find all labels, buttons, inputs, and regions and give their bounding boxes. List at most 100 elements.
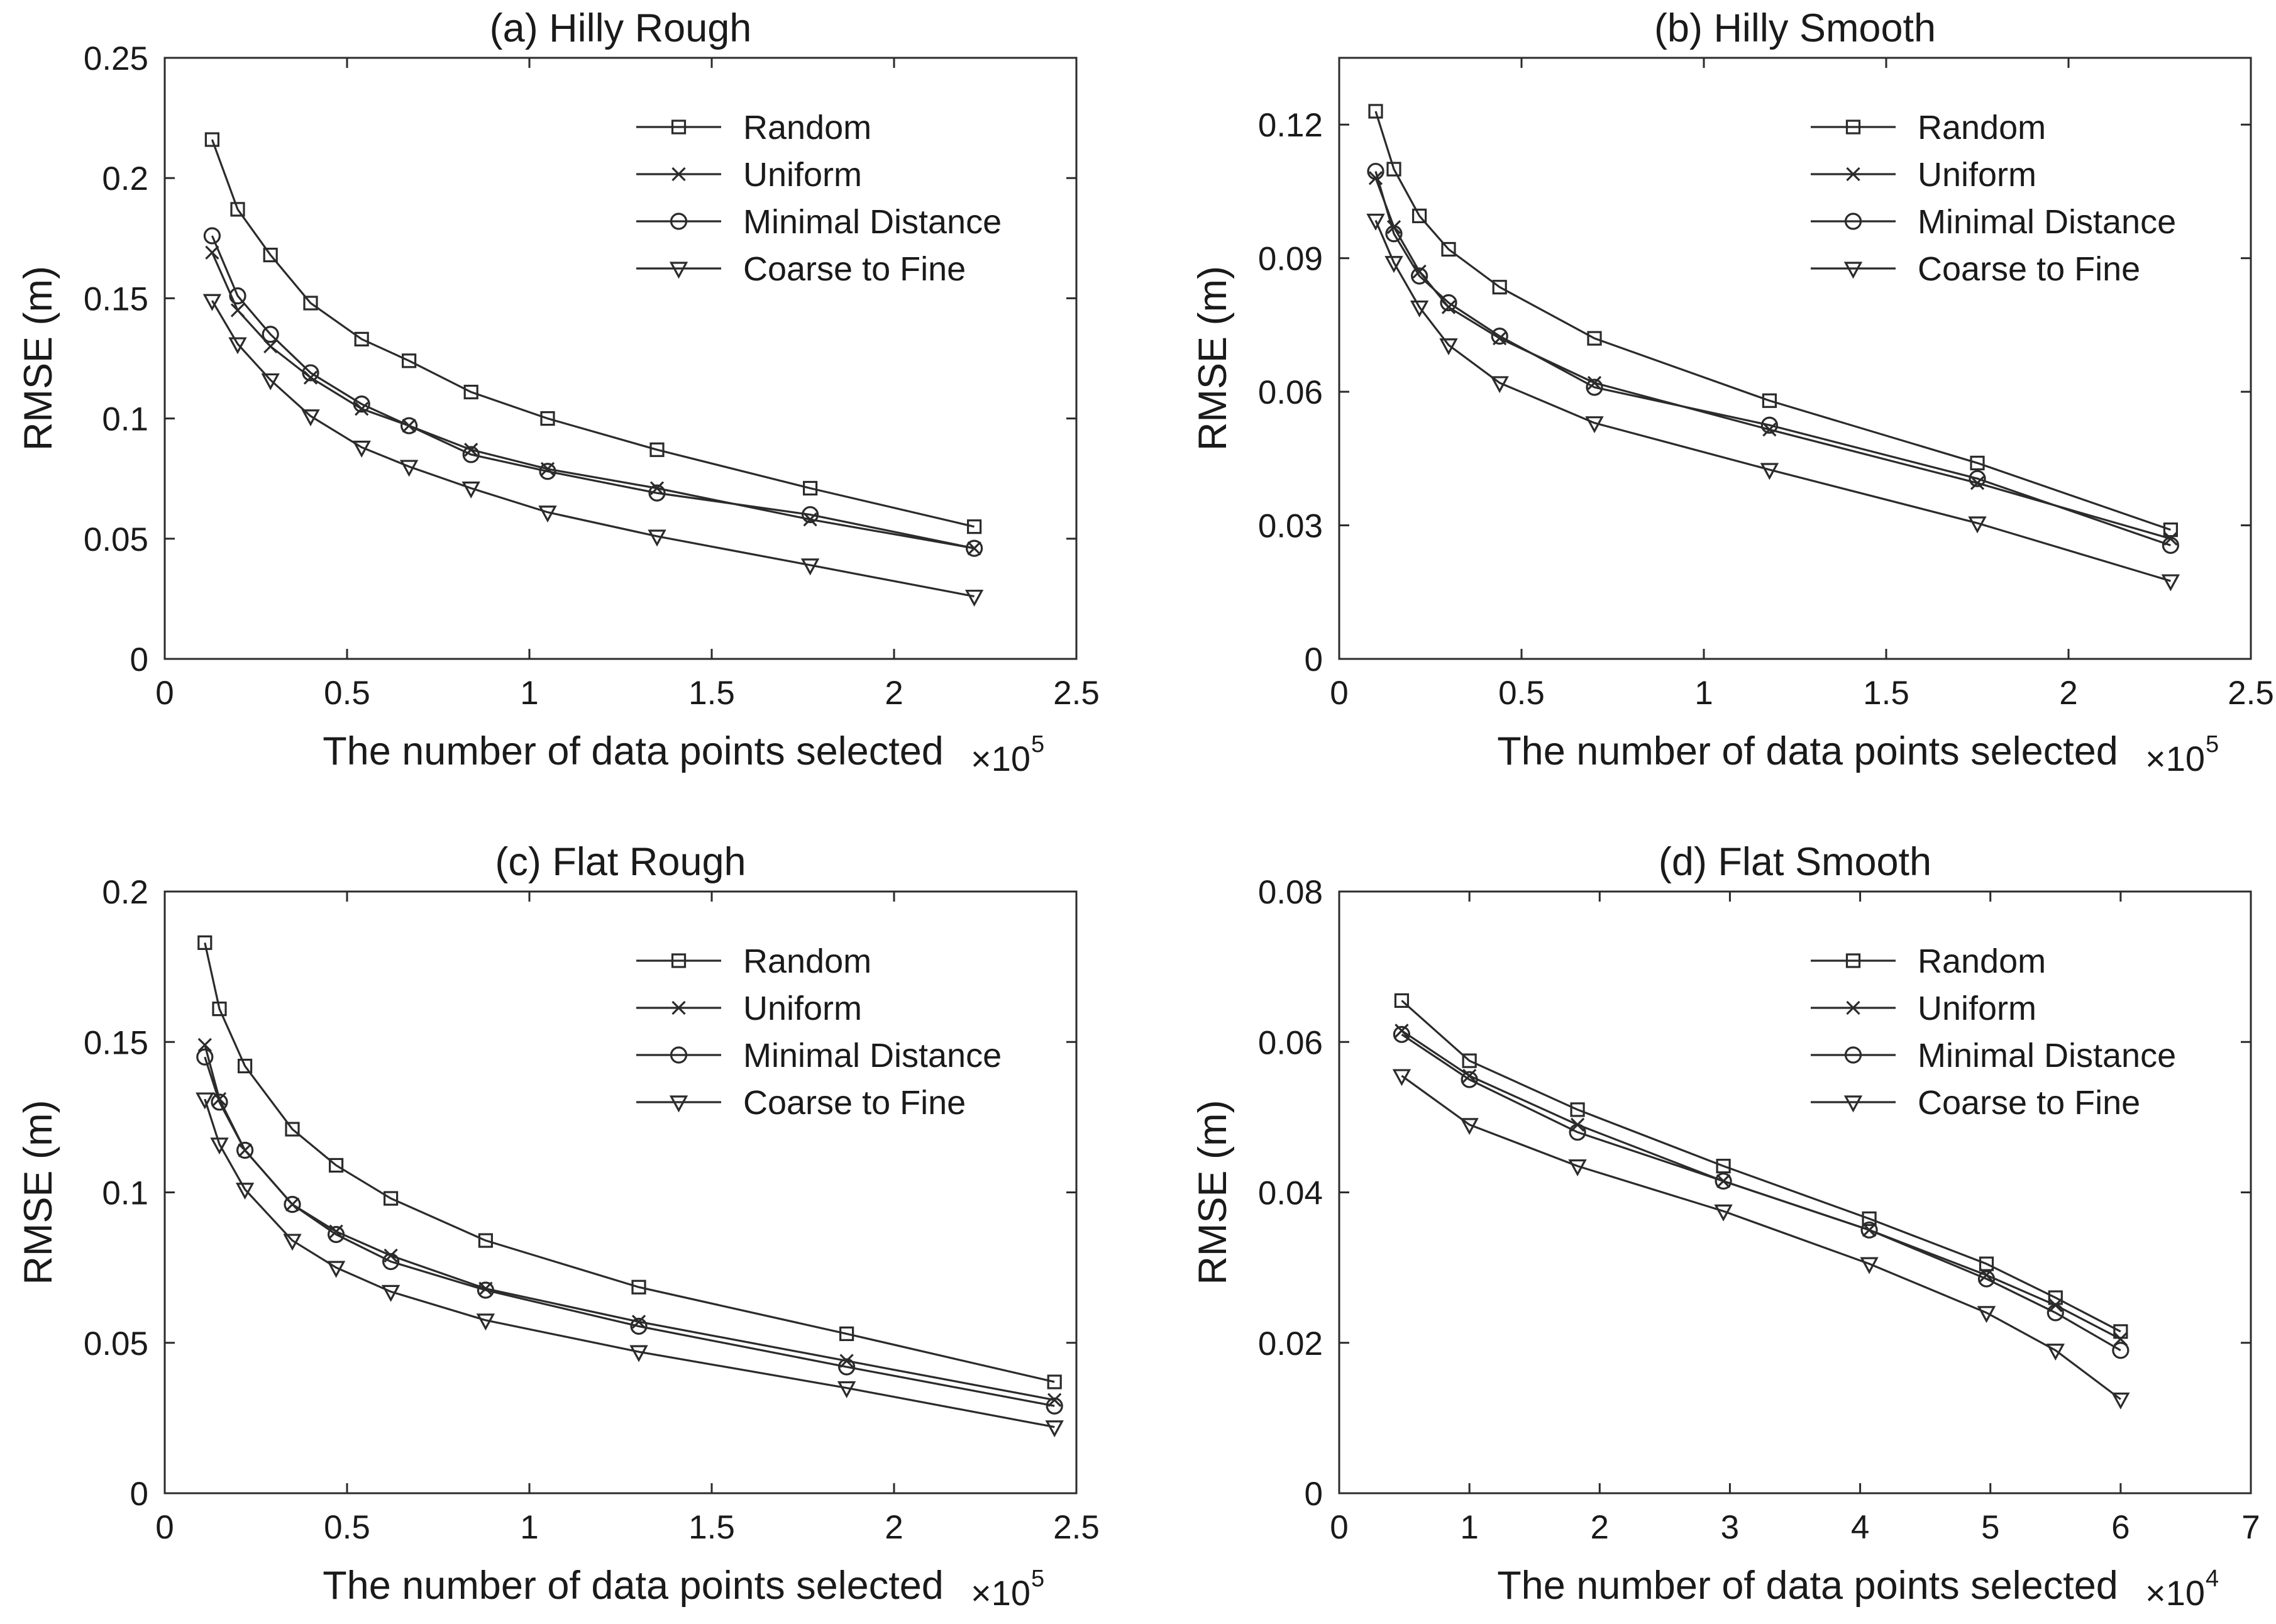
marker-circle	[462, 446, 480, 463]
marker-square	[197, 935, 213, 950]
marker-circle	[1844, 1046, 1862, 1064]
marker-triangle-down	[352, 440, 371, 458]
legend-label: Random	[1918, 109, 2046, 146]
y-tick-label: 0	[130, 641, 148, 678]
marker-square	[1386, 162, 1401, 177]
marker-square	[1970, 455, 1985, 471]
marker-triangle-down	[261, 373, 280, 390]
marker-square	[671, 953, 687, 968]
chart-panel-d: (d) Flat Smooth 0 1 2 3 4 5 6 7 0 0.02 0.04 0.06 0.08…	[1191, 840, 2260, 1613]
marker-circle	[203, 227, 221, 245]
legend-label: Random	[743, 109, 871, 146]
marker-triangle-down	[1392, 1069, 1411, 1086]
marker-x	[1395, 1024, 1409, 1038]
marker-circle	[1385, 225, 1403, 243]
x-axis-multiplier: ×10	[2145, 1573, 2205, 1613]
series-uniform	[205, 245, 981, 556]
x-axis-exponent: 5	[1031, 731, 1044, 758]
marker-circle	[327, 1225, 345, 1244]
legend-label: Minimal Distance	[1918, 1037, 2176, 1074]
x-axis-multiplier: ×10	[971, 739, 1030, 778]
x-tick-label: 2	[885, 675, 903, 712]
series-minimal-distance	[203, 227, 983, 557]
marker-triangle-down	[2046, 1344, 2065, 1361]
series-line	[211, 252, 975, 550]
y-tick-label: 0	[130, 1476, 148, 1513]
marker-triangle-down	[196, 1092, 214, 1110]
marker-square	[839, 1326, 854, 1341]
marker-circle	[2047, 1304, 2064, 1322]
legend: Random Uniform Minimal Distance Coarse to F…	[1811, 109, 2176, 288]
legend-label: Coarse to Fine	[743, 250, 966, 288]
x-tick-label: 1.5	[1863, 675, 1909, 712]
chart-title: (a) Hilly Rough	[490, 6, 752, 50]
x-axis-multiplier: ×10	[971, 1573, 1030, 1613]
marker-triangle-down	[2161, 574, 2180, 592]
marker-square	[1368, 104, 1383, 119]
marker-circle	[1844, 213, 1862, 230]
marker-circle	[2112, 1342, 2130, 1359]
marker-square	[671, 119, 687, 135]
marker-triangle-down	[837, 1381, 856, 1398]
marker-square	[966, 519, 982, 534]
x-axis-exponent: 5	[2206, 731, 2219, 758]
marker-square	[204, 132, 219, 147]
plot-frame	[163, 57, 1078, 660]
y-tick-label: 0.12	[1258, 107, 1323, 144]
x-tick-label: 0	[155, 1509, 174, 1546]
series-coarse-to-fine	[202, 294, 984, 607]
marker-square	[212, 1002, 227, 1017]
x-tick-label: 0.5	[1498, 675, 1545, 712]
marker-triangle-down	[1585, 416, 1604, 434]
marker-circle	[1969, 470, 1986, 487]
x-tick-label: 2.5	[1053, 675, 1100, 712]
marker-triangle-down	[235, 1183, 255, 1200]
marker-circle	[211, 1093, 228, 1111]
marker-circle	[1440, 294, 1457, 312]
marker-square	[1716, 1159, 1731, 1174]
legend: Random Uniform Minimal Distance Coarse to F…	[1811, 942, 2176, 1122]
marker-x	[1587, 375, 1602, 390]
marker-x	[1047, 1393, 1062, 1407]
y-tick-label: 0.1	[102, 401, 148, 438]
y-tick-label: 0.09	[1258, 241, 1323, 278]
marker-circle	[630, 1317, 648, 1335]
marker-circle	[539, 463, 556, 480]
marker-circle	[670, 1046, 688, 1064]
series-line	[204, 1056, 1055, 1407]
y-tick-label: 0	[1305, 1476, 1323, 1513]
x-tick-label: 0.5	[324, 675, 370, 712]
chart-title: (b) Hilly Smooth	[1654, 6, 1936, 50]
legend-item: Random	[1811, 109, 2046, 146]
marker-square	[238, 1058, 253, 1074]
marker-x	[671, 167, 686, 182]
legend-item: Uniform	[1811, 990, 2036, 1027]
legend-label: Coarse to Fine	[1918, 250, 2140, 288]
marker-x	[197, 1037, 212, 1052]
x-axis-label: The number of data points selected	[1497, 729, 2118, 773]
marker-square	[1462, 1053, 1477, 1068]
chart-panel-b: (b) Hilly Smooth 0 0.5 1 1.5 2 2.5 0 0.03 0.06 0.0…	[1191, 6, 2274, 778]
plot-frame	[1338, 57, 2252, 660]
marker-triangle-down	[1843, 1095, 1863, 1113]
legend-item: Coarse to Fine	[636, 1084, 966, 1122]
y-tick-label: 0.03	[1258, 508, 1323, 545]
marker-triangle-down	[1714, 1204, 1733, 1222]
marker-x	[464, 443, 478, 457]
legend-item: Coarse to Fine	[1811, 1084, 2140, 1122]
y-axis-label: RMSE (m)	[1191, 1100, 1235, 1285]
marker-square	[2163, 522, 2178, 538]
x-tick-label: 2.5	[2228, 675, 2274, 712]
marker-triangle-down	[1843, 262, 1863, 279]
marker-triangle-down	[1045, 1420, 1064, 1438]
marker-circle	[229, 287, 246, 305]
marker-triangle-down	[964, 589, 984, 607]
marker-triangle-down	[629, 1345, 648, 1362]
marker-x	[263, 339, 278, 354]
legend-label: Coarse to Fine	[1918, 1084, 2140, 1122]
series-coarse-to-fine	[1392, 1069, 2130, 1410]
legend-item: Minimal Distance	[636, 203, 1002, 241]
marker-circle	[1977, 1270, 1996, 1288]
marker-triangle-down	[1490, 376, 1509, 394]
